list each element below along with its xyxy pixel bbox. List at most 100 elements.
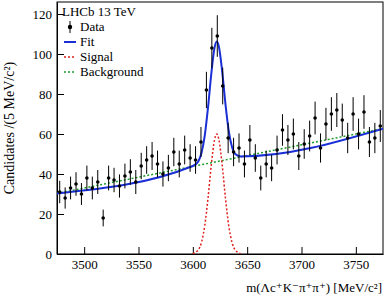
data-point (248, 138, 252, 142)
x-axis-line (58, 254, 384, 255)
data-point (96, 180, 100, 184)
data-point (254, 156, 258, 160)
y-tick-mark (57, 174, 64, 175)
x-tick-mark (302, 247, 303, 254)
legend-item: Data (68, 19, 105, 34)
data-point (63, 196, 67, 200)
data-point (330, 112, 334, 116)
data-point (112, 178, 116, 182)
x-tick-label: 3600 (180, 257, 206, 272)
data-point (237, 146, 241, 150)
legend-item: Fit (64, 34, 95, 49)
chart-title: LHCb 13 TeV (62, 4, 137, 19)
data-point (85, 176, 89, 180)
y-tick-label: 20 (39, 207, 52, 222)
y-tick: 80 (39, 87, 64, 102)
x-tick: 3650 (235, 247, 261, 272)
legend-symbol (64, 71, 76, 73)
data-point (194, 158, 198, 162)
data-point (221, 84, 225, 88)
y-tick: 40 (39, 167, 64, 182)
data-point (259, 176, 263, 180)
legend-item: Signal (64, 49, 114, 64)
data-point (101, 216, 105, 220)
data-point (205, 88, 209, 92)
data-point (302, 142, 306, 146)
x-tick-mark (247, 247, 248, 254)
data-point (156, 162, 160, 166)
data-point (172, 150, 176, 154)
y-tick-mark (57, 134, 64, 135)
y-tick-label: 40 (39, 167, 52, 182)
curve-3 (57, 129, 383, 194)
y-tick: 60 (39, 127, 64, 142)
data-point (243, 162, 247, 166)
y-tick-label: 0 (46, 247, 53, 262)
data-point (80, 192, 84, 196)
x-tick-label: 3650 (235, 257, 261, 272)
x-tick-mark (139, 247, 140, 254)
y-tick-mark (57, 94, 64, 95)
y-tick: 0 (46, 247, 65, 262)
legend-symbol (64, 41, 76, 43)
y-axis: 0 20 40 60 80 100 120 (33, 3, 65, 262)
legend-label: Signal (80, 49, 114, 64)
data-point (281, 128, 285, 132)
data-point (346, 136, 350, 140)
x-tick: 3750 (343, 247, 369, 272)
x-tick-mark (356, 247, 357, 254)
y-axis-title: Candidates /(5 MeV/c²) (2, 61, 18, 194)
legend: LHCb 13 TeVDataFitSignalBackground (62, 4, 144, 79)
data-point (286, 138, 290, 142)
x-axis: 3500 3550 3600 3650 3700 3750 (58, 247, 384, 272)
y-tick-mark (57, 214, 64, 215)
data-point (351, 112, 355, 116)
data-point (292, 132, 296, 136)
y-axis-line (57, 3, 58, 255)
y-tick-label: 60 (39, 127, 52, 142)
y-tick: 120 (33, 7, 65, 22)
data-point (319, 146, 323, 150)
data-point (145, 158, 149, 162)
y-tick: 100 (33, 47, 65, 62)
data-point (129, 170, 133, 174)
data-point (264, 162, 268, 166)
data-point (139, 164, 143, 168)
data-point (324, 122, 328, 126)
x-tick-label: 3500 (72, 257, 98, 272)
legend-label: Data (80, 19, 105, 34)
data-point (58, 190, 62, 194)
legend-label: Fit (80, 34, 95, 49)
x-tick: 3500 (72, 247, 98, 272)
data-point (134, 180, 138, 184)
x-tick-label: 3700 (289, 257, 315, 272)
y-tick-label: 80 (39, 87, 52, 102)
data-point (210, 46, 214, 50)
x-tick: 3700 (289, 247, 315, 272)
x-tick: 3600 (180, 247, 206, 272)
x-tick-label: 3550 (126, 257, 152, 272)
data-point (357, 132, 361, 136)
data-point (373, 136, 377, 140)
legend-item: Background (64, 64, 144, 79)
y-tick-label: 120 (33, 7, 53, 22)
data-point (123, 174, 127, 178)
data-point (177, 162, 181, 166)
data-point (313, 116, 317, 120)
data-points (58, 15, 382, 226)
data-point (91, 186, 95, 190)
y-tick-mark (57, 54, 64, 55)
plot-frame (57, 2, 383, 254)
data-point (297, 154, 301, 158)
data-point (362, 110, 366, 114)
plot-area (57, 15, 383, 253)
data-point (275, 148, 279, 152)
legend-symbol (64, 56, 76, 58)
data-point (335, 108, 339, 112)
data-point (226, 136, 230, 140)
data-point (161, 172, 165, 176)
x-tick-label: 3750 (343, 257, 369, 272)
chart: 350035503600365037003750020406080100120m… (0, 0, 385, 296)
data-point (232, 150, 236, 154)
data-point (270, 166, 274, 170)
